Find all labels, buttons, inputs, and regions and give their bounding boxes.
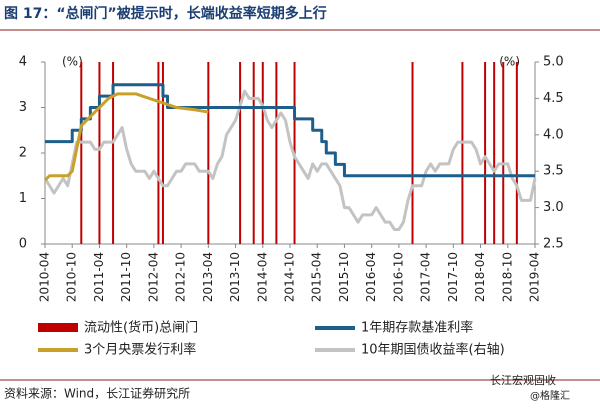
y-tick-label: 2	[19, 146, 27, 161]
chart-title: 图 17：“总闸门”被提示时，长端收益率短期多上行	[4, 5, 327, 22]
x-tick-label: 2017-04	[419, 252, 433, 302]
x-tick-label: 2019-04	[528, 252, 542, 302]
y-tick-label: 4	[19, 55, 27, 70]
series-line	[43, 92, 209, 182]
legend-swatch	[38, 323, 78, 332]
x-tick-label: 2014-04	[255, 252, 269, 302]
legend-label: 10年期国债收益率(右轴)	[361, 342, 505, 358]
x-tick-label: 2013-10	[228, 252, 242, 302]
y2-tick-label: 2.5	[543, 237, 564, 252]
watermark: @格隆汇	[530, 389, 570, 402]
legend-label: 1年期存款基准利率	[361, 320, 473, 336]
series-line	[43, 89, 537, 231]
y2-tick-label: 3.5	[543, 164, 564, 179]
x-tick-label: 2012-04	[146, 252, 160, 302]
x-tick-label: 2013-04	[201, 252, 215, 302]
legend-label: 3个月央票发行利率	[84, 342, 196, 358]
x-tick-label: 2010-04	[38, 252, 52, 302]
watermark: 长江宏观固收	[490, 373, 556, 387]
y2-tick-label: 3.0	[543, 200, 564, 215]
y2-tick-label: 4.5	[543, 91, 564, 106]
x-tick-label: 2011-10	[119, 252, 133, 302]
y-tick-label: 3	[19, 100, 27, 115]
x-tick-label: 2016-04	[364, 252, 378, 302]
x-tick-label: 2018-10	[500, 252, 514, 302]
legend-label: 流动性(货币)总闸门	[84, 320, 198, 336]
x-tick-label: 2017-10	[446, 252, 460, 302]
source: 资料来源：Wind，长江证券研究所	[4, 386, 190, 401]
x-tick-label: 2016-10	[391, 252, 405, 302]
x-tick-label: 2015-04	[310, 252, 324, 302]
x-tick-label: 2010-10	[65, 252, 79, 302]
y2-unit: (%)	[499, 55, 520, 69]
series-line	[45, 83, 535, 178]
y-tick-label: 1	[19, 191, 27, 206]
x-tick-label: 2014-10	[283, 252, 297, 302]
y2-tick-label: 4.0	[543, 127, 564, 142]
x-tick-label: 2012-10	[174, 252, 188, 302]
y-unit: (%)	[62, 55, 83, 69]
x-tick-label: 2018-04	[473, 252, 487, 302]
x-tick-label: 2011-04	[92, 252, 106, 302]
y-tick-label: 0	[19, 237, 27, 252]
x-tick-label: 2015-10	[337, 252, 351, 302]
y2-tick-label: 5.0	[543, 55, 564, 70]
